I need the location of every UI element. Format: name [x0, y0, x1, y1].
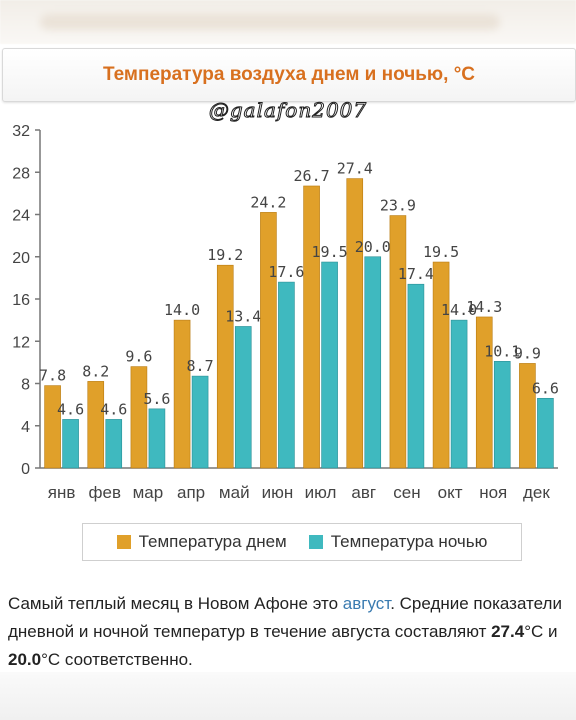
legend-swatch-day	[116, 535, 131, 549]
x-tick-label: июн	[262, 483, 294, 502]
y-tick-label: 0	[21, 461, 30, 478]
data-label-day: 14.0	[164, 301, 200, 319]
bar-day[interactable]	[432, 261, 450, 469]
bar-night[interactable]	[62, 419, 79, 469]
data-label-night: 17.6	[268, 263, 304, 281]
data-label-day: 19.5	[423, 243, 459, 261]
bar-night[interactable]	[450, 319, 468, 469]
data-label-day: 9.9	[514, 344, 541, 362]
bar-night[interactable]	[191, 375, 209, 469]
bar-night[interactable]	[493, 361, 511, 469]
bar-night[interactable]	[537, 397, 554, 469]
temperature-bar-chart: 0 4 8 12 16 20 24 28 32 7.8 4.6 янв 8.2 4.6 фев 9.6 5.6 м…	[12, 123, 559, 502]
y-tick-label: 32	[12, 123, 30, 140]
data-label-day: 27.4	[337, 160, 373, 178]
y-tick-label: 20	[12, 250, 30, 267]
chart-title-card: Температура воздуха днем и ночью, °C	[2, 48, 576, 102]
watermark: @galafon2007	[208, 98, 368, 123]
data-label-night: 20.0	[355, 238, 391, 256]
data-label-night: 13.4	[225, 307, 261, 325]
data-label-night: 17.4	[398, 265, 434, 283]
y-tick-label: 12	[12, 334, 30, 351]
bar-night[interactable]	[234, 326, 252, 469]
bar-day[interactable]	[475, 316, 493, 469]
x-tick-label: сен	[393, 483, 420, 502]
x-tick-label: ноя	[479, 483, 507, 502]
blurred-top-area	[0, 0, 576, 44]
unit-1: °C и	[524, 622, 558, 641]
bar-day[interactable]	[216, 264, 234, 469]
data-label-day: 8.2	[82, 362, 109, 380]
bar-night[interactable]	[278, 281, 295, 469]
x-tick-label: авг	[351, 483, 376, 502]
x-tick-label: мар	[133, 483, 164, 502]
bar-day[interactable]	[44, 385, 61, 469]
data-label-night: 8.7	[187, 357, 214, 375]
description-middle: . Средние показатели дневной и ночной те…	[8, 594, 562, 641]
y-tick-label: 16	[12, 292, 30, 309]
night-value: 20.0	[8, 650, 42, 669]
data-label-night: 4.6	[57, 400, 84, 418]
data-label-day: 14.3	[466, 298, 502, 316]
bar-night[interactable]	[407, 283, 425, 469]
data-label-night: 5.6	[143, 390, 170, 408]
data-label-night: 19.5	[312, 243, 348, 261]
data-label-day: 9.6	[125, 348, 152, 366]
bar-night[interactable]	[364, 256, 382, 469]
legend-label-night: Температура ночью	[330, 532, 488, 551]
data-label-day: 26.7	[294, 167, 330, 185]
bar-day[interactable]	[87, 381, 105, 469]
x-tick-label: янв	[48, 483, 76, 502]
legend-swatch-night	[308, 535, 323, 549]
y-tick-label: 24	[12, 208, 30, 225]
day-value: 27.4	[491, 622, 525, 641]
legend-item-day[interactable]: Температура днем	[116, 532, 287, 552]
y-tick-label: 28	[12, 165, 30, 182]
data-label-night: 14.0	[441, 301, 477, 319]
y-tick-label: 8	[21, 377, 30, 394]
legend-item-night[interactable]: Температура ночью	[308, 532, 488, 552]
august-link[interactable]: август	[342, 594, 391, 613]
x-tick-label: дек	[523, 483, 550, 502]
y-tick-label: 4	[21, 419, 30, 436]
bar-day[interactable]	[130, 366, 148, 469]
data-label-day: 23.9	[380, 197, 416, 215]
description-text: Самый теплый месяц в Новом Афоне это авг…	[8, 590, 568, 674]
bar-day[interactable]	[389, 215, 407, 469]
bar-day[interactable]	[519, 363, 536, 469]
data-label-night: 4.6	[100, 400, 127, 418]
bar-night[interactable]	[105, 419, 123, 469]
data-label-day: 7.8	[39, 367, 66, 385]
legend-label-day: Температура днем	[138, 532, 287, 551]
data-label-day: 24.2	[250, 193, 286, 211]
description-before-link: Самый теплый месяц в Новом Афоне это	[8, 594, 343, 613]
blurred-text	[40, 14, 500, 30]
bottom-bar	[0, 672, 576, 720]
chart-legend: Температура днем Температура ночью	[82, 523, 522, 561]
x-tick-label: апр	[177, 483, 205, 502]
data-label-night: 10.1	[484, 342, 520, 360]
data-label-day: 19.2	[207, 246, 243, 264]
bar-day[interactable]	[260, 212, 277, 469]
bar-day[interactable]	[303, 185, 320, 469]
bar-day[interactable]	[346, 178, 364, 469]
data-label-night: 6.6	[532, 379, 559, 397]
unit-2: °C соответственно.	[41, 650, 193, 669]
x-tick-label: май	[219, 483, 250, 502]
x-tick-label: июл	[305, 483, 337, 502]
x-tick-label: окт	[438, 483, 463, 502]
bar-night[interactable]	[148, 408, 166, 469]
bar-night[interactable]	[321, 261, 338, 469]
chart-title: Температура воздуха днем и ночью, °C	[102, 64, 476, 85]
bar-day[interactable]	[173, 319, 191, 469]
x-tick-label: фев	[89, 483, 121, 502]
